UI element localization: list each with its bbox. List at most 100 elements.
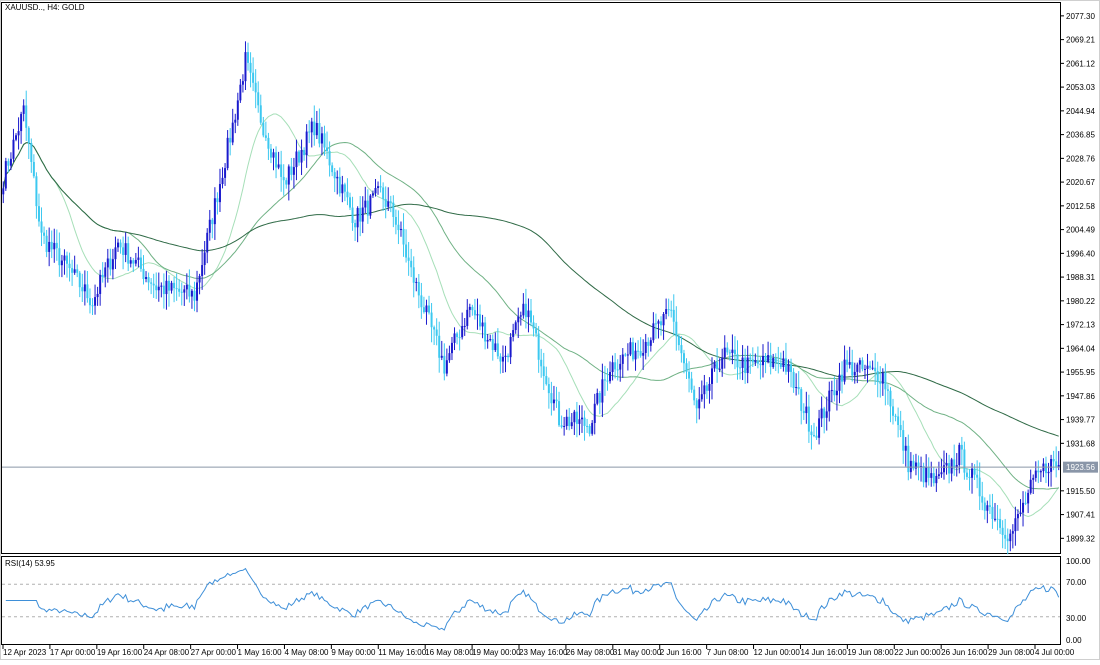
candle (303, 147, 306, 161)
candle (99, 269, 102, 306)
candle (708, 377, 711, 404)
candle (50, 230, 53, 259)
candle (203, 240, 206, 275)
candle (4, 157, 7, 191)
candle (1027, 489, 1030, 514)
candle (142, 255, 145, 285)
candle (988, 494, 991, 515)
candle (955, 453, 958, 477)
candle (833, 376, 836, 402)
candle (667, 298, 670, 317)
candle (838, 362, 841, 404)
candle (637, 340, 640, 359)
candle (111, 248, 114, 280)
candle (116, 238, 119, 252)
rsi-line (5, 567, 1060, 631)
candle (456, 331, 459, 345)
candle (739, 361, 742, 380)
candle (698, 387, 701, 420)
candle (371, 190, 374, 198)
candle (950, 457, 953, 482)
candle (993, 502, 996, 522)
price-tick-label: 1947.86 (1066, 392, 1095, 401)
candle (545, 366, 548, 386)
candle (425, 299, 428, 325)
candle (91, 298, 94, 316)
rsi-level-100: 100.00 (1066, 557, 1091, 566)
candle (305, 124, 308, 168)
candle (216, 192, 219, 215)
candle (109, 248, 112, 276)
candle (354, 219, 357, 241)
candle (981, 481, 984, 511)
candle (797, 371, 800, 395)
candle (598, 390, 601, 415)
candle (428, 295, 431, 315)
candle (675, 306, 678, 351)
candle (517, 307, 520, 339)
candle (30, 138, 33, 173)
candle (32, 154, 35, 179)
candle (280, 150, 283, 192)
candle (672, 294, 675, 336)
candle (1014, 506, 1017, 546)
price-axis[interactable]: 2077.30 2069.21 2061.12 2053.03 2044.94 2036.… (1060, 12, 1095, 543)
candle (851, 349, 854, 382)
candle (201, 249, 204, 290)
candle (540, 348, 543, 378)
candle (226, 130, 229, 171)
candle (124, 232, 127, 263)
candle (509, 333, 512, 365)
candle (876, 361, 879, 398)
candle (514, 320, 517, 334)
rsi-level-70: 70.00 (1066, 578, 1087, 587)
candle (853, 362, 856, 384)
candle (677, 334, 680, 351)
candle (134, 252, 137, 267)
candle (925, 454, 928, 488)
candle (1016, 509, 1019, 531)
candle (560, 415, 563, 429)
candle (402, 213, 405, 257)
candle (379, 175, 382, 193)
candle (433, 325, 436, 345)
candle (415, 277, 418, 292)
candle (489, 334, 492, 342)
candle (320, 126, 323, 156)
candle (17, 117, 20, 150)
candle (1022, 491, 1025, 527)
candle (723, 335, 726, 369)
candle (162, 273, 165, 309)
candle (787, 359, 790, 383)
candle (682, 349, 685, 374)
candle (55, 229, 58, 261)
candle (1019, 499, 1022, 517)
time-tick-label: 7 Jun 08:00 (707, 648, 749, 657)
candle (448, 345, 451, 363)
price-tick-label: 1939.77 (1066, 416, 1095, 425)
price-tick-label: 2036.85 (1066, 131, 1095, 140)
candle (665, 298, 668, 320)
time-axis[interactable]: 12 Apr 2023 17 Apr 00:00 19 Apr 16:00 24 Ap… (2, 645, 1075, 657)
current-price-label: 1923.56 (1066, 463, 1095, 472)
candle (178, 279, 181, 297)
main-pane-border (1, 2, 1061, 554)
candle (744, 348, 747, 384)
candle (40, 207, 43, 247)
candle (466, 299, 469, 330)
candle (749, 353, 752, 374)
candle (190, 288, 193, 309)
candle (351, 196, 354, 231)
candle (183, 285, 186, 306)
candle (387, 187, 390, 211)
candle (909, 452, 912, 479)
candle (647, 337, 650, 357)
rsi-indicator (2, 567, 1060, 631)
candle (945, 452, 948, 475)
candle (537, 326, 540, 373)
candle (76, 264, 79, 278)
candle (476, 298, 479, 330)
candle (953, 444, 956, 476)
